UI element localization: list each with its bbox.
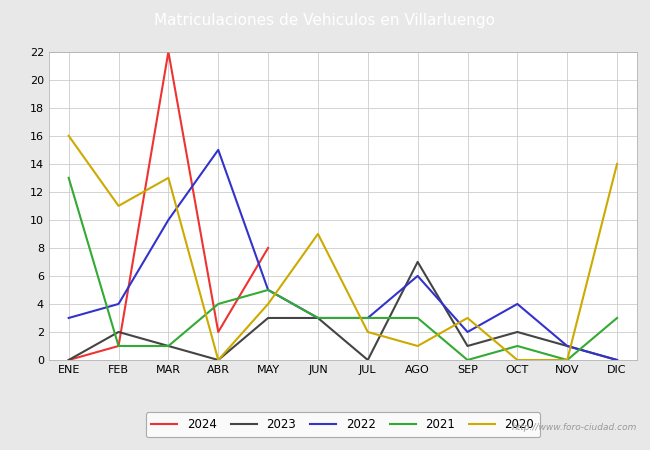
Legend: 2024, 2023, 2022, 2021, 2020: 2024, 2023, 2022, 2021, 2020 (146, 412, 540, 437)
Text: Matriculaciones de Vehiculos en Villarluengo: Matriculaciones de Vehiculos en Villarlu… (155, 13, 495, 28)
Text: http://www.foro-ciudad.com: http://www.foro-ciudad.com (512, 423, 637, 432)
